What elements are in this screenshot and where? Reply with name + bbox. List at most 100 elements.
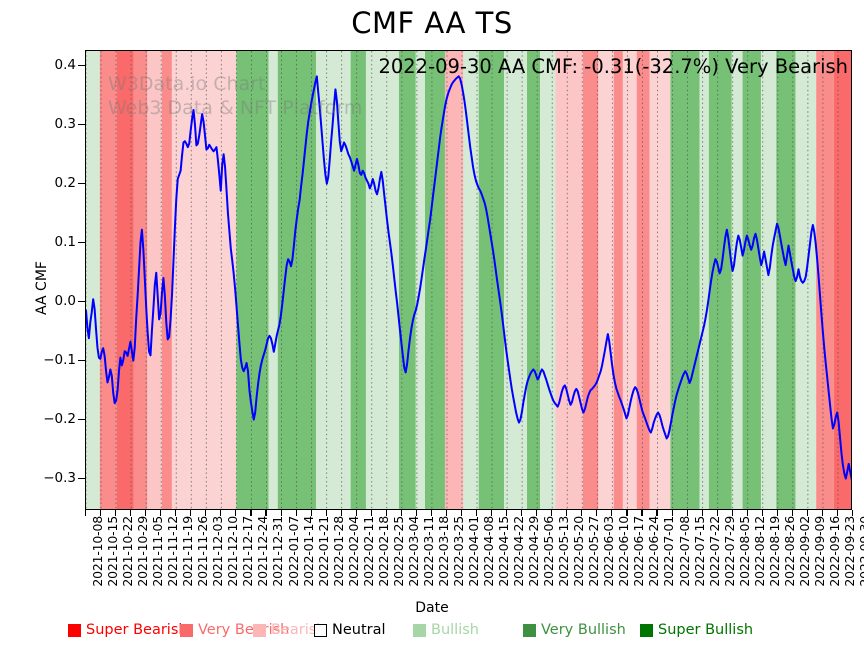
x-axis-tick-mark xyxy=(445,510,448,516)
state-band xyxy=(161,51,172,509)
x-axis-tick-label: 2022-03-11 xyxy=(420,516,436,587)
x-axis-tick-mark xyxy=(716,510,718,516)
x-axis-tick-mark xyxy=(145,510,147,516)
x-axis-tick-label: 2022-07-01 xyxy=(661,516,677,587)
x-axis-tick-mark xyxy=(130,510,132,516)
grid-lines xyxy=(86,51,851,509)
cmf-line-series xyxy=(86,51,851,509)
x-axis-tick-label: 2022-07-22 xyxy=(706,516,722,587)
legend-entry[interactable]: Super Bearish xyxy=(68,620,188,640)
legend-entry[interactable]: Bullish xyxy=(413,620,479,640)
x-axis-tick-mark xyxy=(836,510,839,516)
x-axis-tick-mark xyxy=(581,510,583,516)
y-axis-tick-mark xyxy=(78,477,85,479)
legend-swatch xyxy=(68,623,81,637)
x-axis-tick-mark xyxy=(235,510,237,516)
y-axis-tick-label: −0.3 xyxy=(43,469,76,486)
state-band xyxy=(527,51,541,509)
y-axis-tick-mark xyxy=(78,418,85,420)
y-axis-tick-label: 0.2 xyxy=(54,174,76,191)
x-axis-tick-mark xyxy=(852,510,854,516)
x-axis-tick-label: 2022-04-29 xyxy=(526,516,542,587)
x-axis-tick-label: 2021-10-15 xyxy=(105,516,121,587)
x-axis-tick-mark xyxy=(115,510,117,516)
y-axis-label: AA CMF xyxy=(34,261,50,315)
x-axis-tick-label: 2022-03-25 xyxy=(450,516,466,587)
x-axis-tick-mark xyxy=(521,510,523,516)
x-axis-tick-mark xyxy=(460,510,463,516)
page-title: CMF AA TS xyxy=(351,6,513,40)
legend-entry[interactable]: Very Bullish xyxy=(523,620,626,640)
legend-label: Very Bearish xyxy=(198,622,290,638)
legend-swatch xyxy=(314,623,327,637)
x-axis-tick-label: 2022-09-16 xyxy=(826,516,842,587)
state-band xyxy=(236,51,269,509)
y-axis-tick-label: −0.2 xyxy=(43,410,76,427)
x-axis-tick-mark xyxy=(491,510,493,516)
x-axis-tick-label: 2021-11-05 xyxy=(150,516,166,587)
x-axis-tick-label: 2022-09-09 xyxy=(811,516,827,587)
state-band xyxy=(398,51,416,509)
x-axis-tick-mark xyxy=(85,510,87,516)
state-band xyxy=(478,51,505,509)
background-state-bands xyxy=(86,51,851,509)
x-axis-tick-mark xyxy=(250,510,252,516)
state-band xyxy=(86,51,100,509)
x-axis-tick-label: 2022-04-22 xyxy=(511,516,527,587)
x-axis-tick-mark xyxy=(175,510,177,516)
legend-entry[interactable]: Neutral xyxy=(314,620,386,640)
state-band xyxy=(636,51,650,509)
x-axis-tick-label: 2022-06-10 xyxy=(616,516,632,587)
x-axis-tick-mark xyxy=(355,510,357,516)
x-axis-tick-mark xyxy=(190,510,192,516)
x-axis-tick-label: 2022-07-08 xyxy=(676,516,692,587)
state-band xyxy=(555,51,584,509)
legend-label: Super Bearish xyxy=(86,622,188,638)
x-axis-tick-mark xyxy=(806,510,808,516)
x-axis-tick-label: 2022-05-20 xyxy=(571,516,587,587)
x-axis-tick-label: 2022-08-12 xyxy=(751,516,767,587)
y-axis-tick-mark xyxy=(78,300,85,302)
x-axis-tick-label: 2022-05-13 xyxy=(556,516,572,587)
x-axis-tick-label: 2022-09-30 xyxy=(857,516,864,587)
state-band xyxy=(583,51,599,509)
x-axis-tick-mark xyxy=(566,510,568,516)
x-axis-tick-label: 2022-05-27 xyxy=(586,516,602,587)
legend-entry[interactable]: Bearish xyxy=(253,620,326,640)
state-band xyxy=(833,51,851,509)
state-band xyxy=(795,51,817,509)
x-axis-tick-mark xyxy=(220,510,222,516)
x-axis-tick-mark xyxy=(370,510,372,516)
x-axis-tick-mark xyxy=(746,510,748,516)
x-axis-tick-mark xyxy=(415,510,417,516)
x-axis-tick-label: 2022-03-18 xyxy=(435,516,451,587)
x-axis-tick-mark xyxy=(430,510,432,516)
x-axis-tick-label: 2022-07-29 xyxy=(721,516,737,587)
x-axis-label: Date xyxy=(415,600,449,616)
x-axis-tick-label: 2022-02-11 xyxy=(360,516,376,587)
x-axis-tick-label: 2022-06-17 xyxy=(631,516,647,587)
x-axis-tick-label: 2022-04-15 xyxy=(496,516,512,587)
legend-swatch xyxy=(413,623,426,637)
x-axis-tick-label: 2021-12-17 xyxy=(240,516,256,587)
x-axis-tick-mark xyxy=(205,510,207,516)
y-axis-tick-mark xyxy=(78,182,85,184)
x-axis-tick-label: 2022-04-08 xyxy=(481,516,497,587)
x-axis-tick-label: 2021-10-08 xyxy=(90,516,105,587)
legend-entry[interactable]: Super Bullish xyxy=(640,620,753,640)
x-axis-tick-mark xyxy=(731,510,733,516)
state-band xyxy=(699,51,709,509)
legend-entry[interactable]: Very Bearish xyxy=(180,620,289,640)
y-axis-tick-label: −0.1 xyxy=(43,351,76,368)
x-axis-tick-label: 2022-04-01 xyxy=(465,516,481,587)
state-band xyxy=(268,51,278,509)
x-axis-tick-label: 2021-11-19 xyxy=(180,516,196,587)
x-axis-tick-mark xyxy=(265,510,267,516)
legend-label: Neutral xyxy=(332,622,386,638)
x-axis-tick-mark xyxy=(761,510,763,516)
x-axis-tick-mark xyxy=(701,510,703,516)
state-band xyxy=(776,51,796,509)
x-axis-tick-label: 2022-01-07 xyxy=(285,516,301,587)
x-axis-tick-label: 2021-12-31 xyxy=(270,516,286,587)
